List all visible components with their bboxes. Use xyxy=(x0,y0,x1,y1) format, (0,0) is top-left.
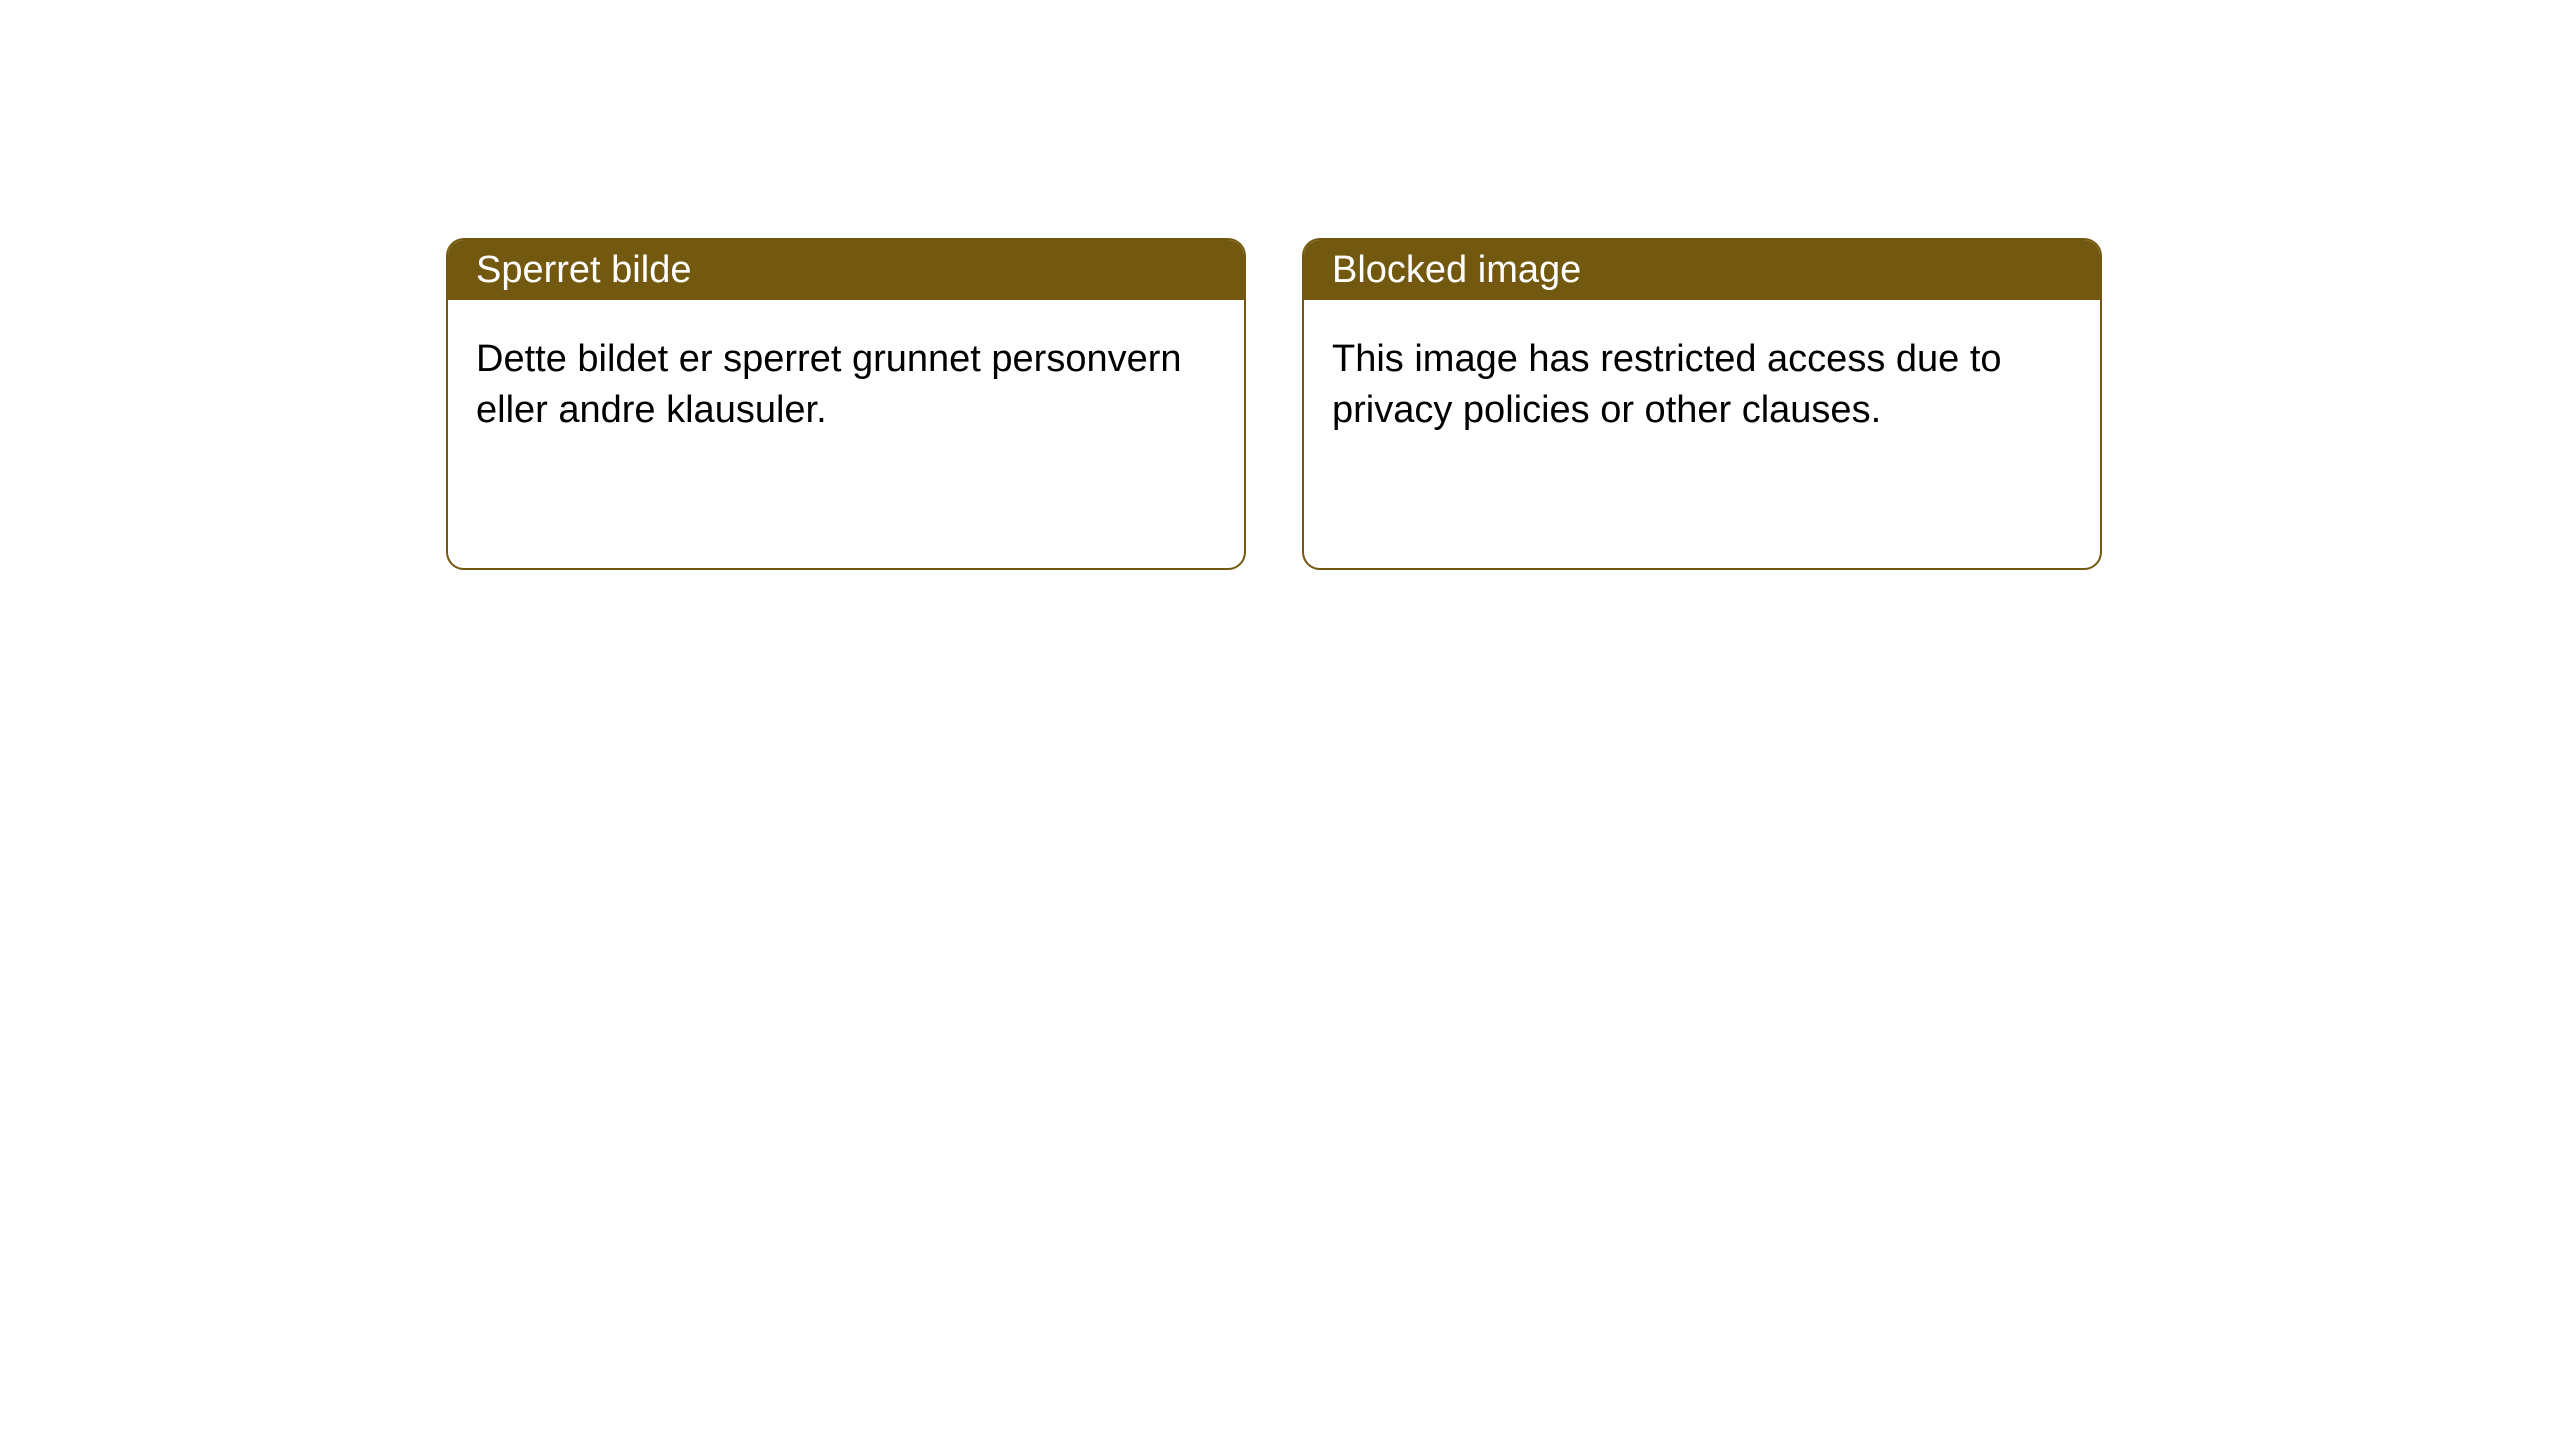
card-message-english: This image has restricted access due to … xyxy=(1332,338,2002,431)
blocked-image-card-norwegian: Sperret bilde Dette bildet er sperret gr… xyxy=(446,238,1246,570)
card-body-norwegian: Dette bildet er sperret grunnet personve… xyxy=(448,300,1244,568)
card-title-english: Blocked image xyxy=(1332,249,1581,292)
blocked-image-card-english: Blocked image This image has restricted … xyxy=(1302,238,2102,570)
card-header-english: Blocked image xyxy=(1304,240,2100,300)
card-header-norwegian: Sperret bilde xyxy=(448,240,1244,300)
blocked-image-notice-container: Sperret bilde Dette bildet er sperret gr… xyxy=(446,238,2102,570)
card-title-norwegian: Sperret bilde xyxy=(476,249,691,292)
card-body-english: This image has restricted access due to … xyxy=(1304,300,2100,568)
card-message-norwegian: Dette bildet er sperret grunnet personve… xyxy=(476,338,1182,431)
